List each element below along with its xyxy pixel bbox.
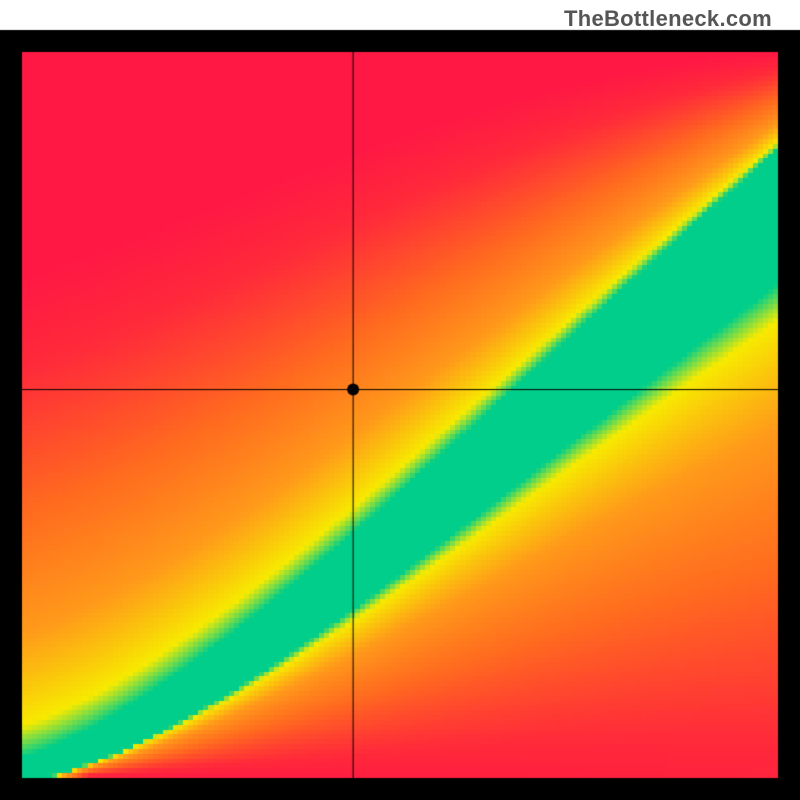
watermark-text: TheBottleneck.com bbox=[564, 6, 772, 32]
chart-container: TheBottleneck.com bbox=[0, 0, 800, 800]
heatmap-canvas bbox=[0, 0, 800, 800]
